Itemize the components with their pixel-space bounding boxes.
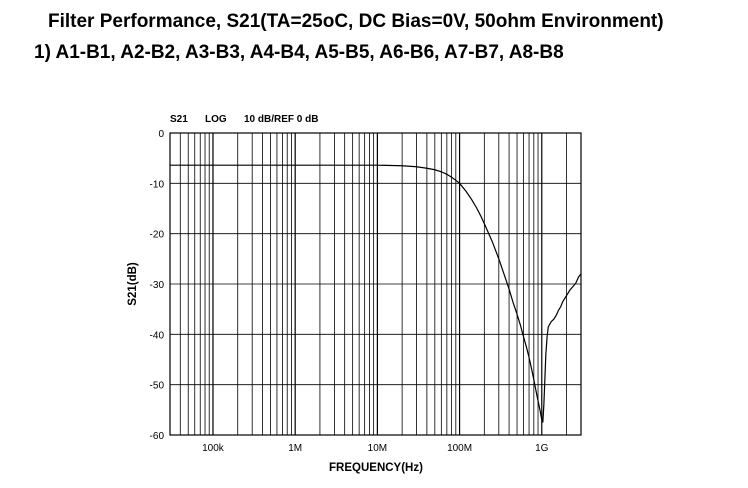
chart-header-scale: 10 dB/REF 0 dB <box>244 114 318 125</box>
s21-series-line <box>170 164 582 423</box>
x-tick-label: 10M <box>368 443 387 454</box>
y-tick-label: -40 <box>150 330 165 341</box>
chart-header-measurement: S21 <box>170 114 188 125</box>
y-tick-label: 0 <box>158 129 164 140</box>
y-tick-label: -50 <box>150 381 165 392</box>
y-tick-label: -60 <box>150 431 165 442</box>
y-tick-label: -10 <box>150 179 165 190</box>
y-tick-label: -20 <box>150 230 165 241</box>
x-tick-label: 100k <box>202 443 225 454</box>
y-tick-labels: 0 -10 -20 -30 -40 -50 -60 <box>150 129 165 442</box>
x-tick-label: 1G <box>535 443 549 454</box>
plot-area-frame <box>169 132 582 436</box>
x-tick-labels: 100k 1M 10M 100M 1G <box>202 443 549 454</box>
page-subtitle: 1) A1-B1, A2-B2, A3-B3, A4-B4, A5-B5, A6… <box>34 42 564 63</box>
chart-header-format: LOG <box>205 114 227 125</box>
x-tick-label: 100M <box>447 443 472 454</box>
y-axis-label: S21(dB) <box>127 262 139 306</box>
x-axis-label: FREQUENCY(Hz) <box>329 462 423 474</box>
y-tick-label: -30 <box>150 280 165 291</box>
page-title: Filter Performance, S21(TA=25oC, DC Bias… <box>48 11 664 32</box>
chart-grid <box>170 133 581 435</box>
x-tick-label: 1M <box>288 443 302 454</box>
